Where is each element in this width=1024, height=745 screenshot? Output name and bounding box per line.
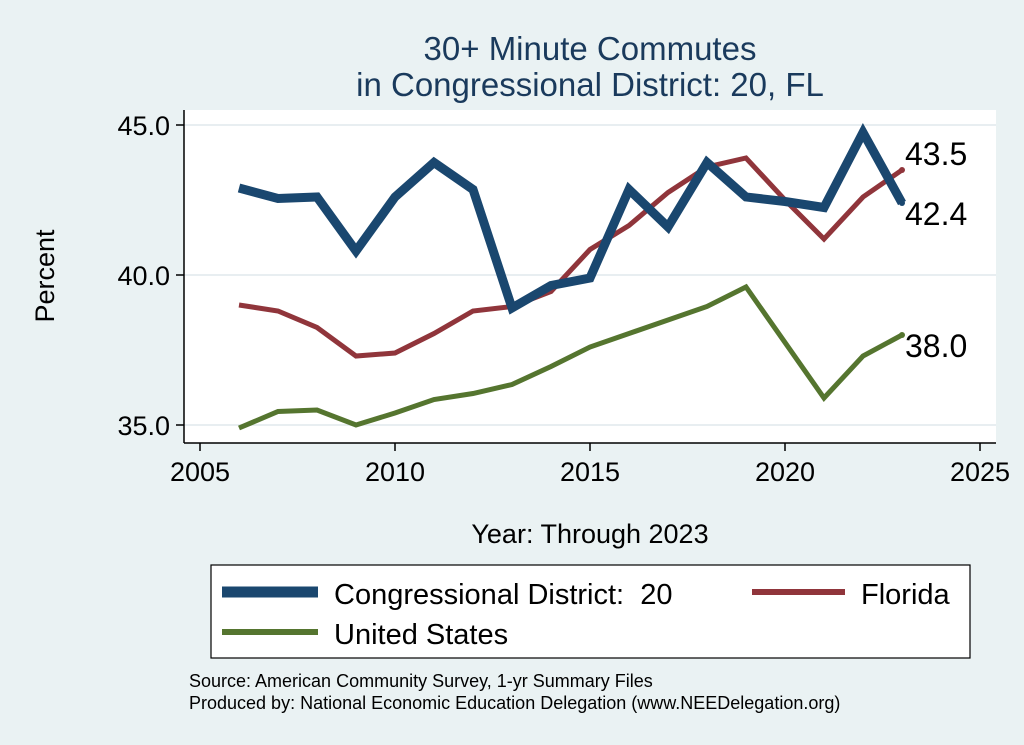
legend-label: Congressional District: 20 — [334, 579, 672, 611]
y-axis-title: Percent — [30, 229, 60, 323]
source-note: Source: American Community Survey, 1-yr … — [189, 671, 653, 691]
end-label: 43.5 — [905, 136, 967, 172]
x-tick-label: 2025 — [950, 457, 1010, 487]
x-tick-label: 2005 — [170, 457, 230, 487]
chart-title-line-1: 30+ Minute Commutes — [424, 30, 757, 67]
series-lines — [237, 122, 906, 431]
axes: 35.0 40.0 45.0 2005 2010 2015 2020 2025 — [117, 110, 1010, 487]
y-tick-label: 45.0 — [117, 111, 170, 141]
series-end-point — [899, 200, 905, 206]
series-line-congressional-district-20 — [237, 122, 906, 315]
legend-label: United States — [334, 619, 508, 651]
end-label: 42.4 — [905, 196, 967, 232]
series-line-united-states — [238, 283, 904, 431]
end-label: 38.0 — [905, 328, 967, 364]
produced-by-note: Produced by: National Economic Education… — [189, 693, 840, 713]
y-tick-label: 40.0 — [117, 261, 170, 291]
legend-box — [210, 564, 971, 659]
chart-title-line-2: in Congressional District: 20, FL — [356, 66, 824, 103]
x-tick-label: 2010 — [365, 457, 425, 487]
series-end-point — [899, 167, 905, 173]
y-tick-label: 35.0 — [117, 411, 170, 441]
end-labels: 42.4 43.5 38.0 — [905, 136, 967, 364]
legend: Congressional District: 20 Florida United … — [222, 579, 951, 651]
series-end-point — [899, 332, 905, 338]
legend-label: Florida — [861, 579, 951, 611]
x-axis-title: Year: Through 2023 — [471, 519, 708, 549]
x-tick-label: 2015 — [560, 457, 620, 487]
x-tick-label: 2020 — [755, 457, 815, 487]
